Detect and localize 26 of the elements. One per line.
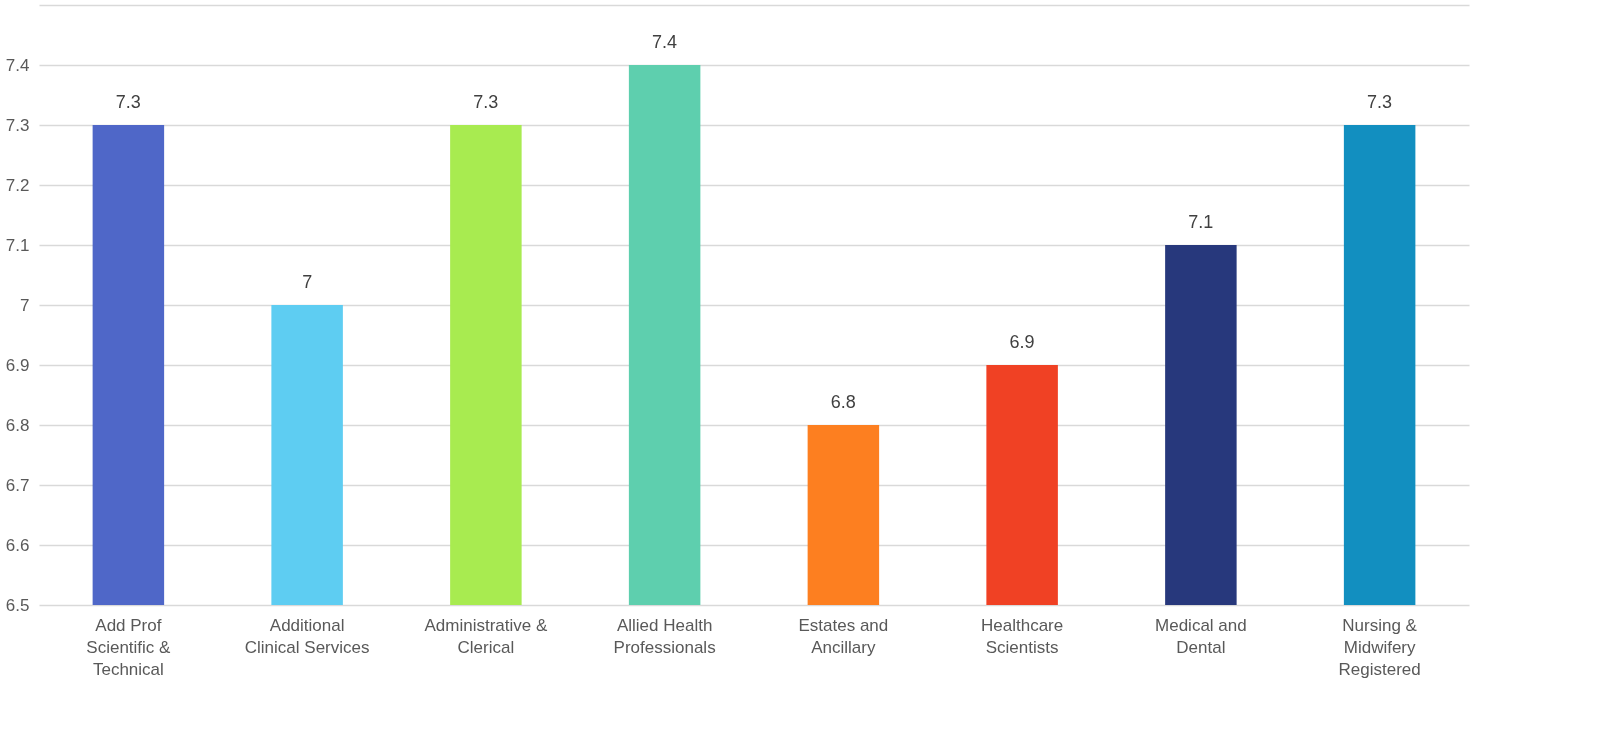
x-tick-label: Nursing & Midwifery Registered — [1338, 615, 1421, 679]
data-label: 7.3 — [115, 92, 141, 112]
x-tick-label: Add Prof Scientific & Technical — [86, 615, 172, 679]
y-tick-label: 7 — [20, 295, 30, 315]
y-tick-label: 6.6 — [5, 535, 30, 555]
y-tick-label: 6.5 — [5, 595, 30, 615]
y-tick-label: 7.2 — [5, 175, 30, 195]
data-label: 7.4 — [652, 32, 678, 52]
data-label: 6.9 — [1009, 332, 1035, 352]
data-label: 7.3 — [1367, 92, 1393, 112]
data-label: 7.3 — [473, 92, 499, 112]
x-tick-label: Administrative & Clerical — [424, 615, 548, 657]
y-tick-label: 7.3 — [5, 115, 30, 135]
y-tick-label: 6.7 — [5, 475, 30, 495]
x-tick-label: Additional Clinical Services — [244, 615, 370, 657]
y-tick-label: 7.4 — [5, 55, 30, 75]
x-tick-label: Healthcare Scientists — [981, 615, 1064, 657]
y-tick-label: 6.8 — [5, 415, 30, 435]
data-label: 7 — [302, 272, 313, 292]
y-tick-label: 6.9 — [5, 355, 30, 375]
x-tick-label: Allied Health Professionals — [613, 615, 716, 657]
x-tick-label: Estates and Ancillary — [798, 615, 889, 657]
x-tick-label: Medical and Dental — [1155, 615, 1247, 657]
data-label: 6.8 — [830, 392, 856, 412]
y-tick-label: 7.1 — [5, 235, 30, 255]
data-label: 7.1 — [1188, 212, 1214, 232]
